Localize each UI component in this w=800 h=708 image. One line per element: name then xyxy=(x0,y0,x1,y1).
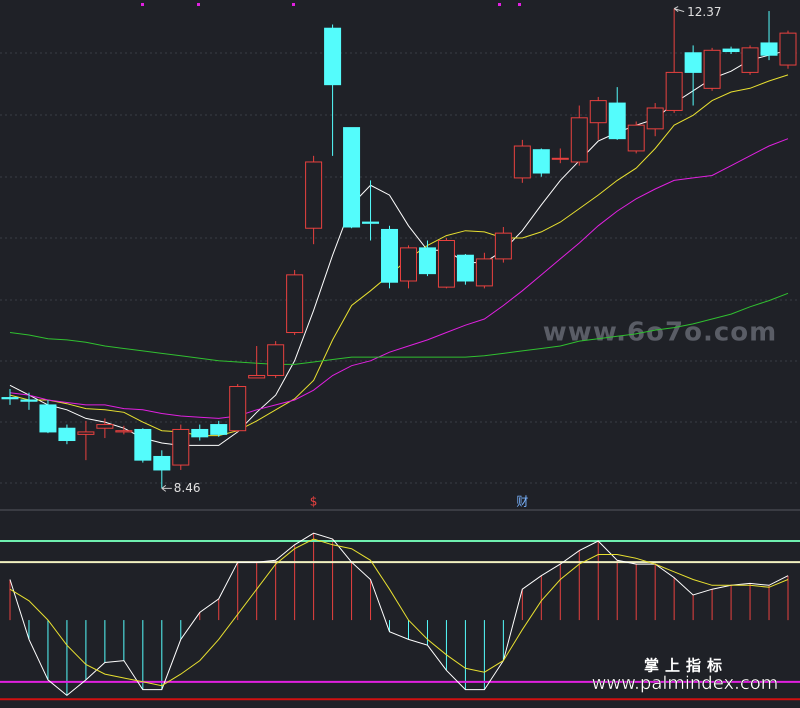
osc-line xyxy=(9,532,789,697)
candle-body xyxy=(741,47,759,73)
osc-line xyxy=(9,538,789,687)
candle-body xyxy=(153,455,171,471)
candle-body xyxy=(381,228,399,283)
candle-body xyxy=(608,102,626,140)
candle-body xyxy=(646,107,664,130)
candle-body xyxy=(115,430,133,433)
marker-dot xyxy=(498,3,501,6)
watermark-url: www.palmindex.com xyxy=(592,673,779,694)
marker-dot xyxy=(292,3,295,6)
marker-dot xyxy=(518,3,521,6)
candle-body xyxy=(760,42,778,56)
candle-body xyxy=(456,254,474,282)
watermark-site: www.6o7o.com xyxy=(543,318,777,348)
event-marker: $ xyxy=(310,495,318,509)
candle-body xyxy=(589,100,607,124)
candle-body xyxy=(665,71,683,111)
candle-body xyxy=(267,344,285,376)
top-markers xyxy=(141,3,521,6)
candle-body xyxy=(362,221,380,224)
candle-body xyxy=(703,49,721,89)
event-marker: 财 xyxy=(516,495,528,509)
candle-body xyxy=(96,424,114,429)
candle-body xyxy=(248,374,266,379)
candle-body xyxy=(437,240,455,288)
candle-body xyxy=(684,52,702,73)
ma-line xyxy=(9,138,789,419)
candle-body xyxy=(191,428,209,438)
candle-body xyxy=(418,247,436,275)
candle-body xyxy=(1,397,19,400)
min-label: 8.46 xyxy=(174,481,201,495)
marker-dot xyxy=(141,3,144,6)
ma-line xyxy=(9,74,789,437)
candle-body xyxy=(570,117,588,163)
max-label: 12.37 xyxy=(687,5,721,19)
candle-body xyxy=(779,32,797,66)
max-pointer xyxy=(673,6,685,13)
candle-body xyxy=(627,124,645,152)
candle-body xyxy=(305,161,323,229)
candle-body xyxy=(551,157,569,160)
candle-body xyxy=(513,145,531,179)
candle-body xyxy=(20,399,38,402)
candle-body xyxy=(475,258,493,287)
grid xyxy=(0,52,800,484)
candle-body xyxy=(532,149,550,174)
candle-body xyxy=(324,27,342,86)
marker-dot xyxy=(197,3,200,6)
candle-body xyxy=(286,274,304,334)
candle-body xyxy=(210,424,228,435)
candle-body xyxy=(722,48,740,53)
min-pointer xyxy=(161,484,172,492)
candle-body xyxy=(343,127,361,228)
candle-body xyxy=(39,404,57,433)
candle-body xyxy=(58,427,76,442)
candle-body xyxy=(172,428,190,466)
ma-line xyxy=(9,292,789,365)
candle-body xyxy=(77,431,95,435)
candle-body xyxy=(399,247,417,282)
candle-body xyxy=(229,386,247,432)
candle-body xyxy=(494,232,512,260)
candle-body xyxy=(134,428,152,461)
watermark-brand: 掌上指标 xyxy=(644,657,728,675)
